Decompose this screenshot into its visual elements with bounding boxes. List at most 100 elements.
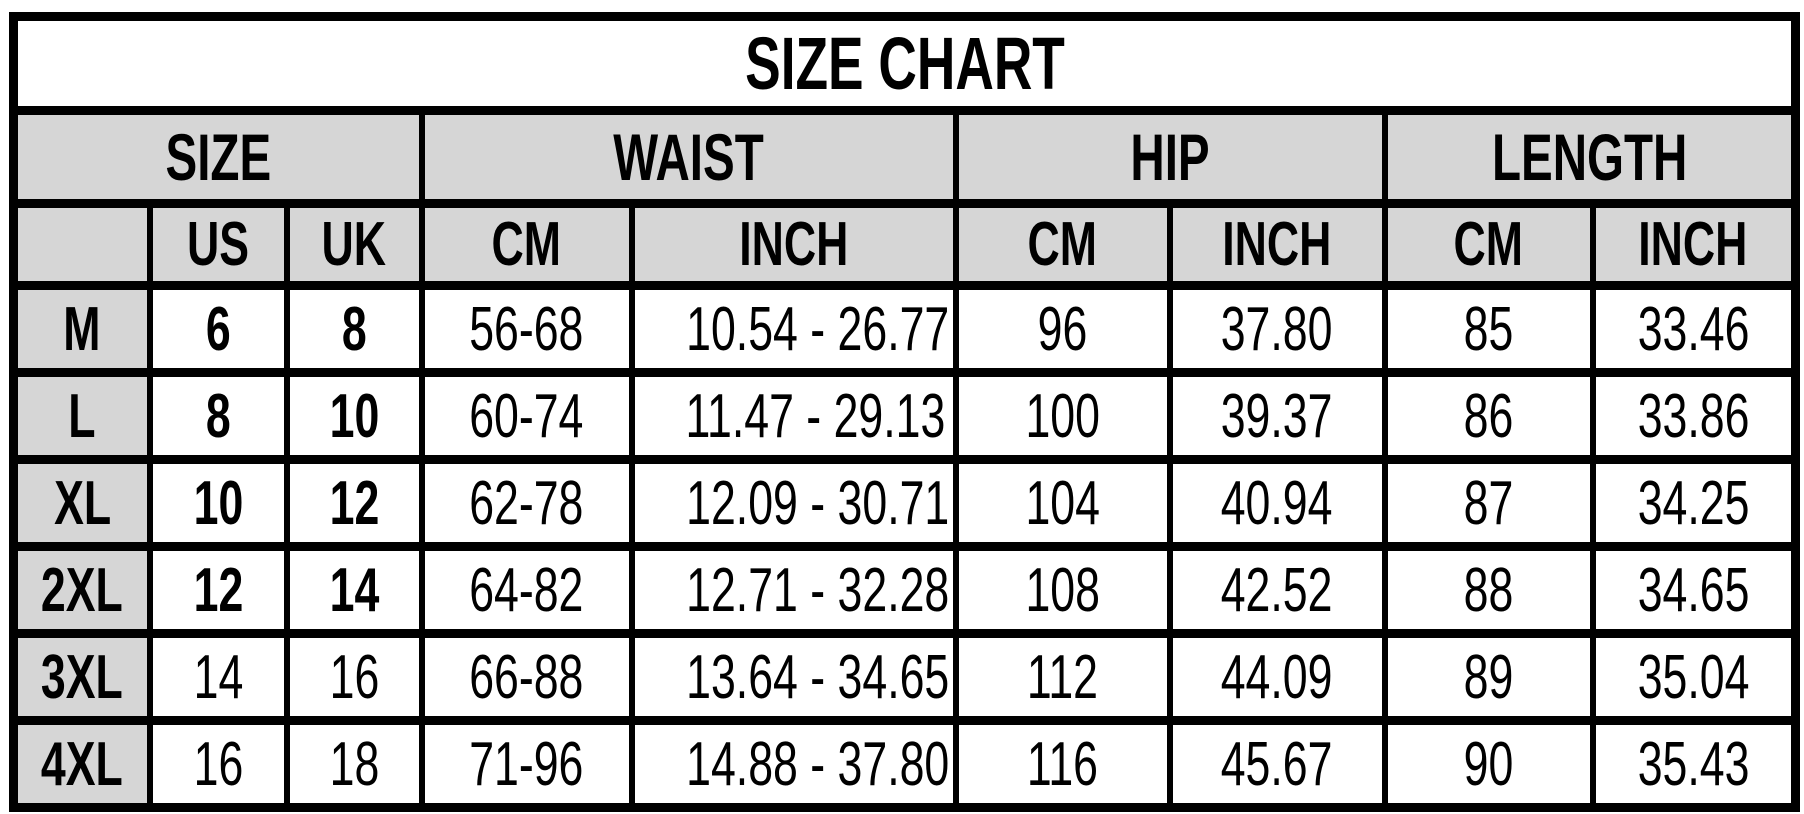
us-value: 8: [205, 381, 231, 451]
cell-uk: 14: [283, 542, 425, 638]
us-value: 14: [193, 642, 243, 712]
sub-header-waist-inch: INCH: [628, 199, 959, 290]
cell-hip-cm: 104: [952, 455, 1173, 551]
title-row: SIZE CHART: [10, 12, 1799, 115]
size-chart-table: SIZE CHART SIZE WAIST HIP LENGTH US UK C…: [9, 12, 1801, 812]
table-row-4xl: 4XL 16 18 71-96 14.88 - 37.80 116 45.67 …: [10, 716, 1799, 812]
size-label-text: 2XL: [41, 555, 124, 625]
us-value: 6: [205, 294, 231, 364]
uk-value: 16: [329, 642, 379, 712]
cell-us: 6: [146, 281, 290, 377]
waist-inch-value: 12.71 - 32.28: [685, 555, 949, 625]
length-inch-value: 33.86: [1637, 381, 1750, 451]
cell-length-inch: 33.86: [1589, 368, 1799, 464]
cell-length-inch: 34.25: [1589, 455, 1799, 551]
hip-inch-value: 42.52: [1221, 555, 1333, 625]
cell-uk: 16: [283, 629, 425, 725]
hip-cm-value: 112: [1026, 642, 1099, 712]
sub-header-us: US: [146, 199, 290, 290]
size-label-text: XL: [53, 468, 111, 538]
cell-hip-cm: 116: [952, 716, 1173, 812]
waist-cm-value: 56-68: [469, 294, 584, 364]
sub-header-length-inch: INCH: [1589, 199, 1799, 290]
cell-size-label: L: [10, 368, 153, 464]
cell-size-label: XL: [10, 455, 153, 551]
cell-length-inch: 34.65: [1589, 542, 1799, 638]
hip-inch-value: 37.80: [1221, 294, 1333, 364]
group-header-size: SIZE: [10, 106, 425, 208]
sub-header-length-cm-label: CM: [1453, 210, 1524, 279]
cell-hip-inch: 39.37: [1166, 368, 1388, 464]
length-inch-value: 35.04: [1637, 642, 1750, 712]
group-header-length: LENGTH: [1381, 106, 1799, 208]
waist-cm-value: 66-88: [469, 642, 584, 712]
sub-header-waist-inch-label: INCH: [738, 210, 849, 279]
cell-length-inch: 35.04: [1589, 629, 1799, 725]
cell-hip-inch: 45.67: [1166, 716, 1388, 812]
cell-waist-inch: 12.71 - 32.28: [628, 542, 959, 638]
uk-value: 14: [329, 555, 379, 625]
length-inch-value: 34.25: [1637, 468, 1750, 538]
waist-cm-value: 64-82: [469, 555, 584, 625]
cell-waist-inch: 13.64 - 34.65: [628, 629, 959, 725]
group-header-waist: WAIST: [418, 106, 959, 208]
cell-us: 10: [146, 455, 290, 551]
sub-header-hip-cm: CM: [952, 199, 1173, 290]
cell-waist-inch: 10.54 - 26.77: [628, 281, 959, 377]
cell-length-cm: 89: [1381, 629, 1596, 725]
cell-us: 16: [146, 716, 290, 812]
length-cm-value: 85: [1463, 294, 1514, 364]
size-label-text: L: [68, 381, 96, 451]
cell-uk: 10: [283, 368, 425, 464]
sub-header-waist-cm: CM: [418, 199, 635, 290]
sub-header-hip-inch: INCH: [1166, 199, 1388, 290]
waist-inch-value: 10.54 - 26.77: [685, 294, 949, 364]
cell-waist-cm: 56-68: [418, 281, 635, 377]
page-title-text: SIZE CHART: [744, 22, 1065, 105]
us-value: 12: [193, 555, 243, 625]
length-cm-value: 88: [1463, 555, 1514, 625]
cell-uk: 18: [283, 716, 425, 812]
sub-header-hip-cm-label: CM: [1027, 210, 1098, 279]
cell-waist-cm: 71-96: [418, 716, 635, 812]
hip-inch-value: 44.09: [1221, 642, 1333, 712]
uk-value: 8: [341, 294, 367, 364]
cell-length-cm: 86: [1381, 368, 1596, 464]
cell-waist-cm: 66-88: [418, 629, 635, 725]
sub-header-us-label: US: [186, 210, 250, 279]
waist-inch-value: 12.09 - 30.71: [685, 468, 949, 538]
cell-hip-inch: 40.94: [1166, 455, 1388, 551]
sub-header-uk-label: UK: [321, 210, 387, 279]
hip-cm-value: 100: [1025, 381, 1100, 451]
cell-hip-cm: 108: [952, 542, 1173, 638]
cell-waist-inch: 11.47 - 29.13: [628, 368, 959, 464]
sub-header-hip-inch-label: INCH: [1222, 210, 1332, 279]
cell-hip-cm: 112: [952, 629, 1173, 725]
cell-hip-inch: 42.52: [1166, 542, 1388, 638]
cell-length-cm: 85: [1381, 281, 1596, 377]
uk-value: 12: [329, 468, 379, 538]
sub-header-waist-cm-label: CM: [491, 210, 562, 279]
length-cm-value: 86: [1463, 381, 1514, 451]
hip-inch-value: 45.67: [1221, 729, 1333, 799]
cell-waist-cm: 64-82: [418, 542, 635, 638]
cell-us: 8: [146, 368, 290, 464]
cell-length-inch: 33.46: [1589, 281, 1799, 377]
cell-uk: 8: [283, 281, 425, 377]
us-value: 10: [193, 468, 243, 538]
hip-cm-value: 116: [1026, 729, 1099, 799]
cell-hip-cm: 96: [952, 281, 1173, 377]
group-header-size-label: SIZE: [165, 120, 272, 194]
sub-header-length-inch-label: INCH: [1638, 210, 1748, 279]
size-label-text: M: [63, 294, 101, 364]
waist-cm-value: 62-78: [469, 468, 584, 538]
length-cm-value: 87: [1463, 468, 1514, 538]
group-header-length-label: LENGTH: [1491, 120, 1687, 194]
cell-waist-inch: 12.09 - 30.71: [628, 455, 959, 551]
hip-cm-value: 96: [1037, 294, 1088, 364]
sub-header-blank: [10, 199, 153, 290]
cell-size-label: M: [10, 281, 153, 377]
cell-length-cm: 87: [1381, 455, 1596, 551]
size-label-text: 3XL: [41, 642, 124, 712]
cell-waist-cm: 60-74: [418, 368, 635, 464]
